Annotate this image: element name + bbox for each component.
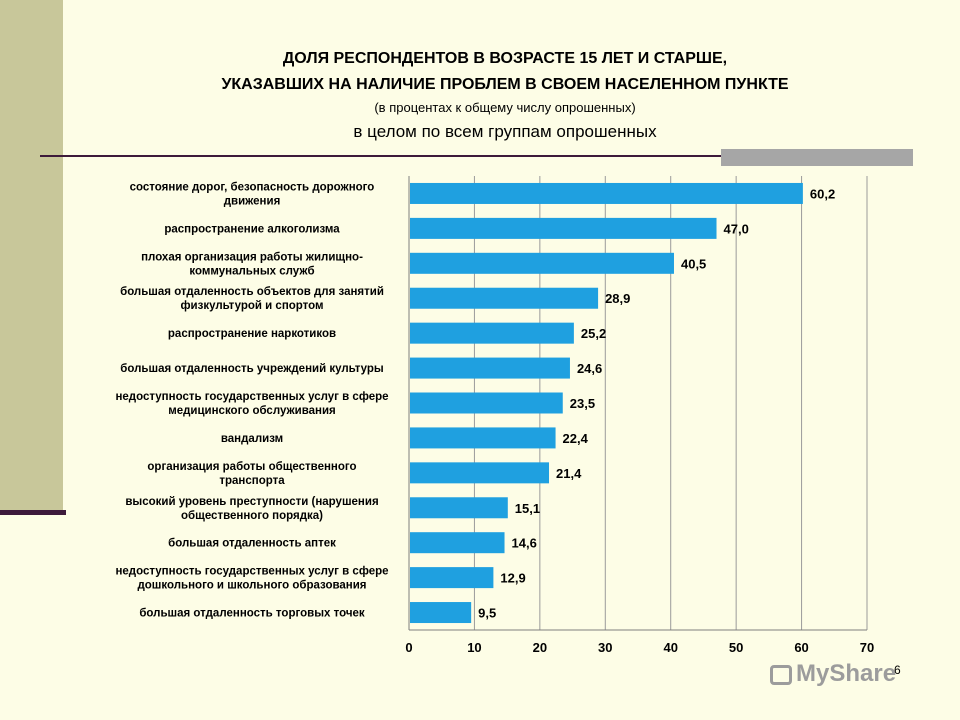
category-label-line: вандализм bbox=[221, 433, 283, 445]
category-label: большая отдаленность торговых точек bbox=[139, 608, 365, 620]
data-label: 47,0 bbox=[724, 221, 749, 236]
category-label: состояние дорог, безопасность дорожного д… bbox=[130, 181, 375, 207]
category-label-line: большая отдаленность объектов для заняти… bbox=[120, 286, 384, 298]
x-tick-label: 40 bbox=[663, 640, 677, 655]
chart-subtitle: (в процентах к общему числу опрошенных) bbox=[374, 100, 636, 115]
x-tick-label: 60 bbox=[794, 640, 808, 655]
category-label-line: распространение наркотиков bbox=[168, 328, 336, 340]
bar bbox=[410, 182, 803, 204]
category-label-line: физкультурой и спортом bbox=[180, 300, 323, 312]
category-label-line: недоступность государственных услуг в сф… bbox=[115, 566, 388, 578]
data-label: 22,4 bbox=[563, 431, 589, 446]
data-label: 15,1 bbox=[515, 501, 540, 516]
bar bbox=[410, 252, 674, 274]
category-label-line: недоступность государственных услуг в сф… bbox=[115, 391, 388, 403]
bar bbox=[410, 357, 570, 379]
bar bbox=[410, 532, 505, 554]
header-accent-box bbox=[721, 149, 913, 166]
chart-title-line2: УКАЗАВШИХ НА НАЛИЧИЕ ПРОБЛЕМ В СВОЕМ НАС… bbox=[221, 76, 789, 93]
data-label: 23,5 bbox=[570, 396, 595, 411]
category-label: плохая организация работы жилищно-коммун… bbox=[141, 251, 363, 277]
data-label: 28,9 bbox=[605, 291, 630, 306]
x-tick-label: 30 bbox=[598, 640, 612, 655]
category-label: недоступность государственных услуг в сф… bbox=[115, 566, 388, 592]
data-label: 9,5 bbox=[478, 606, 496, 621]
category-label: высокий уровень преступности (нарушения о… bbox=[125, 496, 378, 522]
category-label: недоступность государственных услуг в сф… bbox=[115, 391, 388, 417]
x-tick-label: 70 bbox=[860, 640, 874, 655]
category-label: большая отдаленность объектов для заняти… bbox=[120, 286, 384, 312]
watermark-text: MyShare bbox=[796, 660, 897, 687]
category-label-line: плохая организация работы жилищно- bbox=[141, 251, 363, 263]
x-tick-label: 50 bbox=[729, 640, 743, 655]
bar bbox=[410, 427, 556, 449]
watermark-logo: MyShare bbox=[770, 660, 896, 688]
header-rule bbox=[40, 155, 912, 157]
data-label: 14,6 bbox=[512, 536, 537, 551]
presentation-icon bbox=[770, 664, 792, 685]
data-label: 25,2 bbox=[581, 326, 606, 341]
category-label-line: распространение алкоголизма bbox=[164, 223, 340, 235]
category-label: большая отдаленность учреждений культуры bbox=[120, 363, 384, 375]
category-label: большая отдаленность аптек bbox=[168, 538, 336, 550]
side-band-rule bbox=[0, 510, 66, 515]
bar bbox=[410, 462, 550, 484]
bar bbox=[410, 322, 574, 344]
bar bbox=[410, 497, 508, 519]
page-number: 6 bbox=[894, 663, 901, 677]
category-label: вандализм bbox=[221, 433, 283, 445]
category-label-line: высокий уровень преступности (нарушения bbox=[125, 496, 378, 508]
bar bbox=[410, 567, 494, 589]
category-label-line: медицинского обслуживания bbox=[168, 405, 336, 417]
x-tick-label: 10 bbox=[467, 640, 481, 655]
category-label-line: организация работы общественного bbox=[147, 461, 356, 473]
bar bbox=[410, 392, 563, 414]
side-band bbox=[0, 0, 63, 513]
chart-title-line1: ДОЛЯ РЕСПОНДЕНТОВ В ВОЗРАСТЕ 15 ЛЕТ И СТ… bbox=[282, 50, 728, 67]
category-label-line: большая отдаленность учреждений культуры bbox=[120, 363, 384, 375]
category-label-line: коммунальных служб bbox=[189, 265, 314, 277]
bar bbox=[410, 217, 717, 239]
data-label: 24,6 bbox=[577, 361, 602, 376]
data-label: 12,9 bbox=[500, 571, 525, 586]
category-label: распространение алкоголизма bbox=[164, 223, 340, 235]
bar bbox=[410, 287, 599, 309]
data-label: 60,2 bbox=[810, 186, 835, 201]
bar bbox=[410, 602, 472, 624]
category-label-line: состояние дорог, безопасность дорожного bbox=[130, 181, 375, 193]
category-label-line: общественного порядка) bbox=[181, 510, 323, 522]
category-label-line: движения bbox=[224, 195, 281, 207]
data-label: 21,4 bbox=[556, 466, 582, 481]
category-label: организация работы общественного транспор… bbox=[147, 461, 356, 487]
x-tick-label: 20 bbox=[533, 640, 547, 655]
category-label-line: транспорта bbox=[219, 475, 285, 487]
category-label-line: большая отдаленность аптек bbox=[168, 538, 336, 550]
data-label: 40,5 bbox=[681, 256, 706, 271]
x-tick-label: 0 bbox=[405, 640, 412, 655]
category-label-line: дошкольного и школьного образования bbox=[137, 580, 366, 592]
chart-scope: в целом по всем группам опрошенных bbox=[353, 122, 657, 141]
category-label: распространение наркотиков bbox=[168, 328, 336, 340]
category-label-line: большая отдаленность торговых точек bbox=[139, 608, 365, 620]
